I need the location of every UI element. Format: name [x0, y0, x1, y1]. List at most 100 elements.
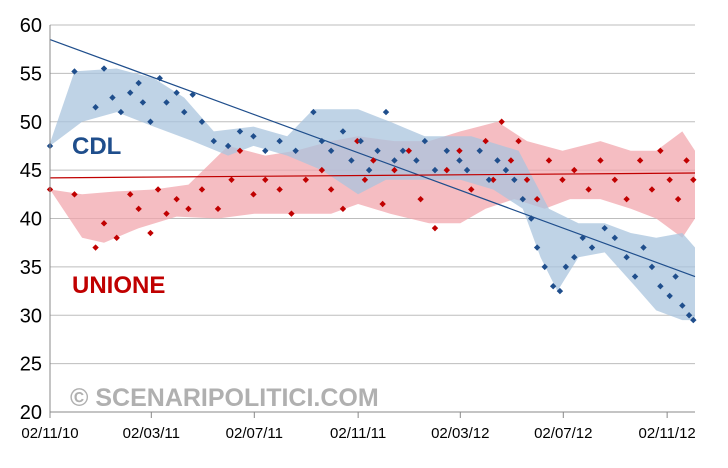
- cdl-data-point: [611, 234, 618, 242]
- cdl-data-point: [533, 244, 541, 251]
- cdl-data-point: [579, 234, 586, 242]
- cdl-data-point: [357, 137, 364, 145]
- unione-data-point: [585, 186, 592, 193]
- unione-data-point: [71, 191, 78, 198]
- x-tick-label: 02/07/11: [226, 425, 283, 442]
- x-tick-label: 02/07/12: [534, 425, 592, 442]
- unione-data-point: [636, 157, 644, 164]
- cdl-data-point: [339, 128, 347, 135]
- cdl-data-point: [292, 147, 299, 154]
- unione-data-point: [683, 157, 690, 164]
- unione-data-point: [559, 176, 566, 183]
- unione-data-point: [515, 137, 522, 145]
- range-bands: [50, 68, 695, 321]
- unione-data-point: [327, 186, 335, 193]
- cdl-data-point: [181, 108, 188, 116]
- unione-data-point: [666, 176, 673, 183]
- cdl-series-label: CDL: [72, 133, 121, 160]
- unione-data-point: [431, 224, 439, 232]
- cdl-data-point: [666, 292, 673, 300]
- cdl-data-point: [100, 65, 108, 72]
- y-tick-label: 40: [20, 209, 42, 231]
- unione-data-point: [379, 200, 386, 208]
- cdl-data-point: [163, 99, 170, 106]
- y-tick-label: 50: [20, 112, 42, 134]
- unione-data-point: [154, 186, 162, 193]
- cdl-data-point: [310, 108, 317, 116]
- cdl-data-point: [117, 108, 125, 116]
- unione-data-point: [533, 195, 541, 203]
- unione-data-point: [354, 137, 361, 145]
- unione-data-point: [417, 195, 424, 203]
- unione-data-point: [456, 147, 463, 154]
- unione-data-point: [370, 157, 377, 164]
- unione-data-point: [361, 176, 369, 183]
- y-tick-label: 25: [20, 354, 42, 376]
- unione-data-point: [339, 205, 347, 213]
- unione-series-label: UNIONE: [72, 272, 165, 299]
- cdl-data-point: [431, 166, 439, 174]
- unione-data-point: [318, 166, 326, 174]
- cdl-data-point: [135, 79, 142, 87]
- unione-data-point: [262, 176, 269, 183]
- cdl-data-point: [571, 254, 578, 261]
- unione-data-point: [443, 166, 450, 174]
- cdl-data-point: [511, 176, 518, 183]
- cdl-data-point: [198, 118, 206, 125]
- unione-data-point: [100, 220, 108, 227]
- cdl-data-point: [421, 137, 429, 145]
- unione-data-point: [302, 176, 310, 183]
- unione-data-point: [507, 157, 515, 164]
- cdl-data-point: [236, 128, 244, 135]
- cdl-data-point: [224, 142, 232, 150]
- cdl-data-point: [690, 316, 697, 324]
- unione-data-point: [597, 157, 604, 164]
- y-tick-label: 20: [20, 402, 42, 424]
- cdl-data-point: [250, 133, 257, 140]
- unione-data-point: [545, 157, 553, 164]
- cdl-data-point: [679, 302, 686, 309]
- cdl-data-point: [382, 108, 390, 116]
- y-tick-label: 45: [20, 160, 42, 182]
- unione-data-point: [228, 176, 235, 183]
- cdl-data-point: [365, 166, 373, 174]
- cdl-data-point: [476, 147, 483, 154]
- cdl-data-point: [528, 215, 535, 222]
- cdl-data-point: [374, 147, 381, 154]
- unione-data-point: [163, 210, 170, 217]
- unione-data-point: [498, 118, 505, 125]
- cdl-data-point: [657, 283, 664, 290]
- cdl-data-point: [92, 104, 99, 111]
- y-tick-label: 30: [20, 305, 42, 327]
- unione-data-point: [611, 176, 618, 183]
- cdl-data-point: [413, 157, 420, 164]
- cdl-data-point: [443, 147, 450, 154]
- cdl-range-band: [50, 68, 695, 321]
- cdl-data-point: [262, 147, 269, 154]
- cdl-data-point: [210, 137, 217, 145]
- cdl-data-point: [456, 157, 463, 164]
- unione-data-point: [173, 195, 180, 203]
- unione-data-point: [236, 147, 244, 154]
- y-tick-labels: 20 25 30 35 40 45 50 55 60: [20, 15, 42, 424]
- unione-trend-line: [49, 172, 696, 179]
- cdl-data-point: [318, 137, 326, 145]
- unione-data-point: [198, 186, 206, 193]
- unione-data-point: [674, 195, 682, 203]
- cdl-data-point: [623, 254, 630, 261]
- x-tick-labels: 02/11/10 02/03/11 02/07/11 02/11/11 02/03/12…: [21, 425, 695, 442]
- unione-data-point: [523, 176, 531, 183]
- cdl-data-point: [327, 147, 335, 154]
- cdl-data-point: [494, 157, 501, 164]
- cdl-data-point: [173, 89, 180, 96]
- cdl-data-point: [71, 68, 78, 75]
- cdl-data-point: [541, 263, 548, 271]
- cdl-data-point: [348, 157, 355, 164]
- cdl-data-point: [147, 118, 154, 125]
- x-tick-label: 02/11/12: [638, 425, 695, 442]
- cdl-data-point: [502, 166, 510, 174]
- y-tick-label: 35: [20, 257, 42, 279]
- unione-data-point: [690, 176, 697, 183]
- cdl-data-point: [127, 89, 134, 96]
